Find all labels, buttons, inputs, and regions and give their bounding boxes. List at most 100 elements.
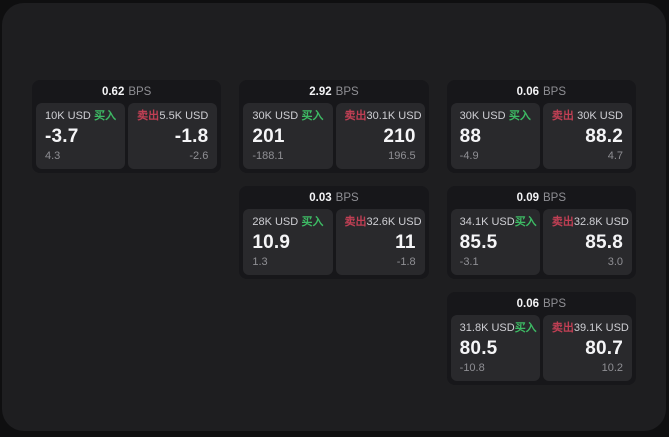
buy-delta: -10.8 [459, 362, 485, 374]
sell-delta: -2.6 [189, 150, 209, 162]
sell-delta: 10.2 [601, 362, 623, 374]
buy-pane-top: 30K USD 买入 [252, 110, 323, 123]
sell-pane-top: 卖出 30K USD [552, 110, 623, 123]
buy-pane-top: 28K USD 买入 [252, 216, 323, 229]
buy-size: 28K USD [252, 216, 299, 228]
buy-size: 30K USD [459, 110, 506, 122]
sell-price: 85.8 [585, 232, 623, 253]
buy-pane[interactable]: 31.8K USD 买入 80.5 -10.8 [450, 315, 540, 381]
buy-side-label: 买入 [508, 110, 531, 122]
sell-size: 39.1K USD [573, 322, 629, 334]
bps-unit-label: BPS [543, 297, 567, 310]
sell-side-label: 卖出 [137, 110, 160, 122]
sell-size: 32.8K USD [573, 216, 629, 228]
sell-pane-top: 卖出 30.1K USD [344, 110, 422, 123]
sell-delta: 3.0 [607, 256, 623, 268]
buy-side-label: 买入 [301, 110, 324, 122]
card-header: 0.09 BPS [447, 186, 636, 209]
bps-value: 2.92 [309, 85, 332, 98]
quote-card: 0.03 BPS 28K USD 买入 10.9 1.3 卖出 32.6K US… [239, 186, 429, 279]
cards-grid: 0.62 BPS 10K USD 买入 -3.7 4.3 卖出 5.5K USD… [2, 3, 666, 385]
buy-pane-top: 31.8K USD 买入 [459, 322, 537, 335]
buy-pane[interactable]: 30K USD 买入 88 -4.9 [450, 103, 540, 169]
buy-delta: -3.1 [459, 256, 479, 268]
sell-size: 32.6K USD [366, 216, 422, 228]
buy-pane-top: 10K USD 买入 [45, 110, 116, 123]
buy-price: 10.9 [252, 232, 291, 253]
buy-price: 88 [459, 126, 482, 147]
sell-size: 30K USD [577, 110, 623, 122]
buy-side-label: 买入 [301, 216, 324, 228]
card-body: 28K USD 买入 10.9 1.3 卖出 32.6K USD 11 -1.8 [239, 209, 428, 279]
sell-pane[interactable]: 卖出 30K USD 88.2 4.7 [542, 103, 632, 169]
buy-pane[interactable]: 34.1K USD 买入 85.5 -3.1 [450, 209, 540, 275]
sell-pane[interactable]: 卖出 5.5K USD -1.8 -2.6 [128, 103, 218, 169]
card-header: 2.92 BPS [239, 80, 428, 103]
quote-card: 0.62 BPS 10K USD 买入 -3.7 4.3 卖出 5.5K USD… [32, 80, 222, 173]
buy-delta: 4.3 [45, 150, 61, 162]
bps-value: 0.62 [101, 85, 125, 98]
bps-unit-label: BPS [543, 191, 567, 204]
buy-size: 10K USD [45, 110, 91, 122]
card-body: 34.1K USD 买入 85.5 -3.1 卖出 32.8K USD 85.8… [447, 209, 636, 279]
quote-card: 2.92 BPS 30K USD 买入 201 -188.1 卖出 30.1K … [239, 80, 429, 173]
sell-pane-top: 卖出 32.8K USD [551, 216, 629, 229]
sell-pane-top: 卖出 5.5K USD [137, 110, 208, 123]
buy-pane[interactable]: 28K USD 买入 10.9 1.3 [243, 209, 333, 275]
bps-value: 0.06 [516, 297, 539, 310]
bps-value: 0.03 [309, 191, 332, 204]
sell-pane[interactable]: 卖出 32.8K USD 85.8 3.0 [542, 209, 632, 275]
buy-size: 31.8K USD [459, 322, 515, 334]
sell-price: 88.2 [585, 126, 623, 147]
sell-pane[interactable]: 卖出 32.6K USD 11 -1.8 [335, 209, 425, 275]
quote-board-panel: 0.62 BPS 10K USD 买入 -3.7 4.3 卖出 5.5K USD… [2, 3, 666, 431]
sell-price: 11 [395, 232, 416, 253]
card-body: 30K USD 买入 88 -4.9 卖出 30K USD 88.2 4.7 [447, 103, 636, 173]
sell-delta: 196.5 [388, 150, 416, 162]
card-body: 10K USD 买入 -3.7 4.3 卖出 5.5K USD -1.8 -2.… [32, 103, 221, 173]
card-header: 0.06 BPS [447, 292, 636, 315]
card-header: 0.03 BPS [239, 186, 428, 209]
buy-price: 201 [252, 126, 285, 147]
sell-pane-top: 卖出 32.6K USD [345, 216, 422, 229]
bps-value: 0.06 [516, 85, 539, 98]
sell-size: 30.1K USD [366, 110, 422, 122]
buy-side-label: 买入 [514, 216, 537, 228]
bps-unit-label: BPS [335, 85, 359, 98]
quote-card: 0.06 BPS 31.8K USD 买入 80.5 -10.8 卖出 39.1… [446, 292, 636, 385]
bps-unit-label: BPS [543, 85, 567, 98]
buy-side-label: 买入 [514, 322, 537, 334]
buy-side-label: 买入 [94, 110, 117, 122]
buy-price: 80.5 [459, 338, 498, 359]
card-body: 31.8K USD 买入 80.5 -10.8 卖出 39.1K USD 80.… [447, 315, 636, 385]
card-header: 0.62 BPS [32, 80, 221, 103]
buy-delta: -188.1 [252, 150, 284, 162]
sell-side-label: 卖出 [344, 110, 367, 122]
quote-card: 0.09 BPS 34.1K USD 买入 85.5 -3.1 卖出 32.8K… [446, 186, 636, 279]
buy-pane[interactable]: 30K USD 买入 201 -188.1 [243, 103, 333, 169]
sell-size: 5.5K USD [159, 110, 209, 122]
buy-size: 30K USD [252, 110, 299, 122]
sell-price: -1.8 [174, 126, 209, 147]
sell-pane-top: 卖出 39.1K USD [551, 322, 629, 335]
buy-price: -3.7 [45, 126, 79, 147]
sell-delta: 4.7 [607, 150, 623, 162]
bps-value: 0.09 [516, 191, 539, 204]
buy-pane[interactable]: 10K USD 买入 -3.7 4.3 [36, 103, 126, 169]
sell-side-label: 卖出 [551, 322, 574, 334]
quote-card: 0.06 BPS 30K USD 买入 88 -4.9 卖出 30K USD 8… [446, 80, 636, 173]
bps-unit-label: BPS [335, 191, 359, 204]
card-body: 30K USD 买入 201 -188.1 卖出 30.1K USD 210 1… [239, 103, 428, 173]
buy-pane-top: 30K USD 买入 [460, 110, 531, 123]
card-header: 0.06 BPS [447, 80, 636, 103]
sell-delta: -1.8 [396, 256, 416, 268]
sell-price: 210 [383, 126, 416, 147]
sell-pane[interactable]: 卖出 30.1K USD 210 196.5 [335, 103, 425, 169]
buy-pane-top: 34.1K USD 买入 [459, 216, 537, 229]
sell-side-label: 卖出 [551, 216, 574, 228]
buy-price: 85.5 [459, 232, 498, 253]
sell-pane[interactable]: 卖出 39.1K USD 80.7 10.2 [542, 315, 632, 381]
sell-price: 80.7 [585, 338, 623, 359]
buy-size: 34.1K USD [459, 216, 515, 228]
bps-unit-label: BPS [128, 85, 152, 98]
